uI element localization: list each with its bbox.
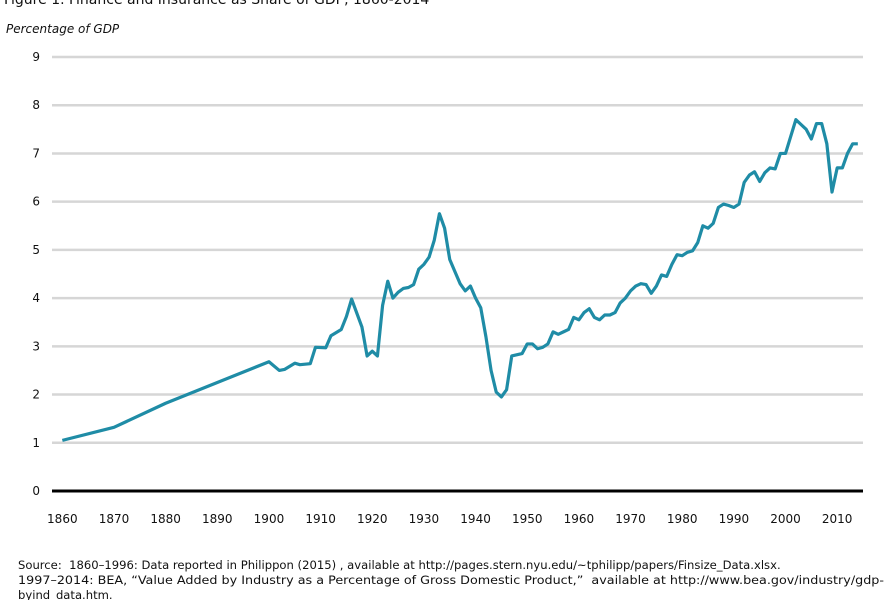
y-tick-label: 3 xyxy=(32,339,40,353)
x-tick-label: 1890 xyxy=(202,512,233,526)
y-tick-label: 0 xyxy=(32,484,40,498)
x-tick-label: 1880 xyxy=(150,512,181,526)
y-tick-label: 8 xyxy=(32,98,40,112)
x-tick-label: 1910 xyxy=(305,512,336,526)
y-axis-label: Percentage of GDP xyxy=(6,22,120,36)
x-tick-label: 1930 xyxy=(409,512,440,526)
x-tick-label: 1950 xyxy=(512,512,543,526)
y-tick-label: 2 xyxy=(32,388,40,402)
x-tick-label: 1990 xyxy=(719,512,750,526)
x-tick-label: 1980 xyxy=(667,512,698,526)
x-tick-label: 1960 xyxy=(564,512,595,526)
x-tick-label: 2010 xyxy=(822,512,853,526)
y-tick-label: 1 xyxy=(32,436,40,450)
y-tick-label: 7 xyxy=(32,146,40,160)
x-tick-label: 2000 xyxy=(770,512,801,526)
source-note: 1997–2014: BEA, “Value Added by Industry… xyxy=(18,573,884,587)
y-tick-label: 5 xyxy=(32,243,40,257)
x-tick-label: 1900 xyxy=(254,512,285,526)
x-tick-label: 1940 xyxy=(460,512,491,526)
x-tick-label: 1870 xyxy=(99,512,130,526)
source-note: Source: 1860–1996: Data reported in Phil… xyxy=(18,558,781,572)
y-tick-label: 6 xyxy=(32,195,40,209)
y-tick-label: 9 xyxy=(32,50,40,64)
x-tick-label: 1860 xyxy=(47,512,78,526)
data-line xyxy=(61,118,858,442)
x-tick-label: 1920 xyxy=(357,512,388,526)
source-note: byind_data.htm. xyxy=(18,588,113,600)
y-tick-label: 4 xyxy=(32,291,40,305)
x-tick-label: 1970 xyxy=(615,512,646,526)
chart-title: Figure 1. Finance and Insurance as Share… xyxy=(4,0,429,8)
